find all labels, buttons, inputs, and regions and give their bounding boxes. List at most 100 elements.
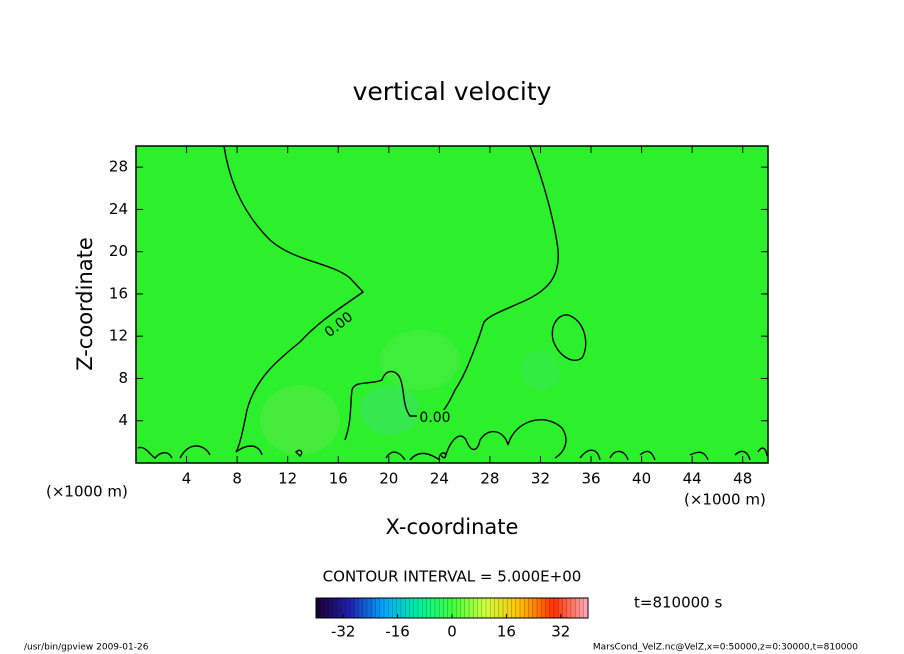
x-tick-label: 32	[531, 470, 550, 488]
colorbar-stripe	[418, 598, 423, 618]
contour-line	[137, 419, 768, 461]
colorbar-tick-label: 0	[447, 623, 457, 641]
colorbar-stripe	[583, 598, 589, 618]
contour-line	[295, 449, 447, 459]
colorbar-stripe	[579, 598, 585, 618]
colorbar-stripe	[379, 598, 385, 618]
colorbar-stripe	[401, 598, 406, 618]
colorbar-stripe	[498, 598, 504, 618]
colorbar-stripe	[452, 598, 457, 618]
unit-label: (×1000 m)	[684, 491, 766, 509]
x-axis-label: X-coordinate	[386, 515, 519, 539]
colorbar-stripe	[337, 598, 342, 618]
time-label: t=810000 s	[634, 594, 722, 612]
colorbar-stripe	[528, 598, 534, 618]
x-tick-label: 28	[480, 470, 499, 488]
colorbar-stripe	[375, 598, 381, 618]
colorbar-stripe	[549, 598, 555, 618]
unit-label: (×1000 m)	[46, 483, 128, 501]
colorbar-stripe	[354, 598, 359, 618]
colorbar-stripe	[562, 598, 568, 618]
chart-title: vertical velocity	[353, 77, 552, 106]
colorbar-tick-label: -16	[385, 623, 410, 641]
colorbar-stripe	[388, 598, 393, 618]
x-tick-label: 8	[232, 470, 242, 488]
colorbar-stripe	[422, 598, 427, 618]
y-tick-label: 28	[109, 158, 128, 176]
colorbar-stripe	[511, 598, 517, 618]
y-tick-label: 24	[109, 200, 128, 218]
plot-frame	[135, 145, 769, 464]
colorbar-stripe	[545, 598, 551, 618]
colorbar-stripe	[443, 598, 449, 618]
contour-line	[223, 145, 365, 453]
y-axis-label: Z-coordinate	[73, 237, 97, 371]
colorbar-stripe	[575, 598, 580, 618]
colorbar-stripe	[490, 598, 495, 618]
colorbar-stripe	[524, 598, 529, 618]
footer: MarsCond_VelZ.nc@VelZ,x=0:50000,z=0:3000…	[593, 643, 858, 653]
colorbar-stripe	[371, 598, 376, 618]
contour-line	[344, 145, 559, 441]
y-tick-label: 4	[118, 411, 128, 429]
colorbar-stripe	[405, 598, 410, 618]
contour-interval: CONTOUR INTERVAL = 5.000E+00	[323, 568, 582, 586]
x-tick-label: 24	[430, 470, 449, 488]
colorbar-stripe	[566, 598, 572, 618]
colorbar-stripe	[494, 598, 500, 618]
colorbar-stripe	[409, 598, 415, 618]
colorbar-stripe	[316, 598, 321, 618]
x-tick-label: 44	[683, 470, 702, 488]
colorbar-stripe	[320, 598, 325, 618]
colorbar-stripe	[439, 598, 444, 618]
colorbar-stripe	[367, 598, 372, 618]
colorbar-stripe	[486, 598, 491, 618]
colorbar-stripe	[328, 598, 334, 618]
colorbar-stripe	[350, 598, 355, 618]
colorbar-stripe	[571, 598, 576, 618]
colorbar-stripe	[532, 598, 538, 618]
colorbar-stripe	[362, 598, 368, 618]
field-shade	[360, 385, 420, 435]
x-tick-label: 16	[329, 470, 348, 488]
field-shade	[260, 385, 340, 455]
colorbar-stripe	[460, 598, 466, 618]
colorbar-stripe	[447, 598, 453, 618]
colorbar-stripe	[413, 598, 419, 618]
contour-label: 0.00	[419, 410, 450, 426]
y-tick-label: 8	[118, 369, 128, 387]
contour-label-bg	[319, 307, 359, 343]
colorbar-stripe	[473, 598, 478, 618]
contour-line	[551, 314, 587, 361]
colorbar-stripe	[554, 598, 559, 618]
colorbar-stripe	[358, 598, 364, 618]
colorbar-stripe	[435, 598, 440, 618]
colorbar-stripe	[345, 598, 351, 618]
colorbar-stripe	[515, 598, 521, 618]
colorbar-stripe	[520, 598, 525, 618]
colorbar-tick-label: -32	[331, 623, 356, 641]
colorbar-stripe	[537, 598, 542, 618]
colorbar-stripe	[341, 598, 347, 618]
x-tick-label: 12	[278, 470, 297, 488]
colorbar-stripe	[477, 598, 483, 618]
colorbar-stripe	[324, 598, 330, 618]
colorbar-stripe	[430, 598, 436, 618]
colorbar-tick-label: 16	[497, 623, 516, 641]
field-shade	[380, 330, 460, 390]
colorbar-stripe	[333, 598, 338, 618]
x-tick-label: 4	[182, 470, 192, 488]
colorbar-stripe	[481, 598, 487, 618]
footer: /usr/bin/gpview 2009-01-26	[24, 643, 149, 653]
x-tick-label: 40	[632, 470, 651, 488]
colorbar-tick-label: 32	[551, 623, 570, 641]
colorbar-stripe	[456, 598, 461, 618]
colorbar-stripe	[507, 598, 512, 618]
colorbar-stripe	[426, 598, 432, 618]
y-tick-label: 12	[109, 327, 128, 345]
field-shade	[520, 350, 560, 390]
colorbar-stripe	[503, 598, 508, 618]
x-tick-label: 36	[581, 470, 600, 488]
colorbar-stripe	[396, 598, 402, 618]
